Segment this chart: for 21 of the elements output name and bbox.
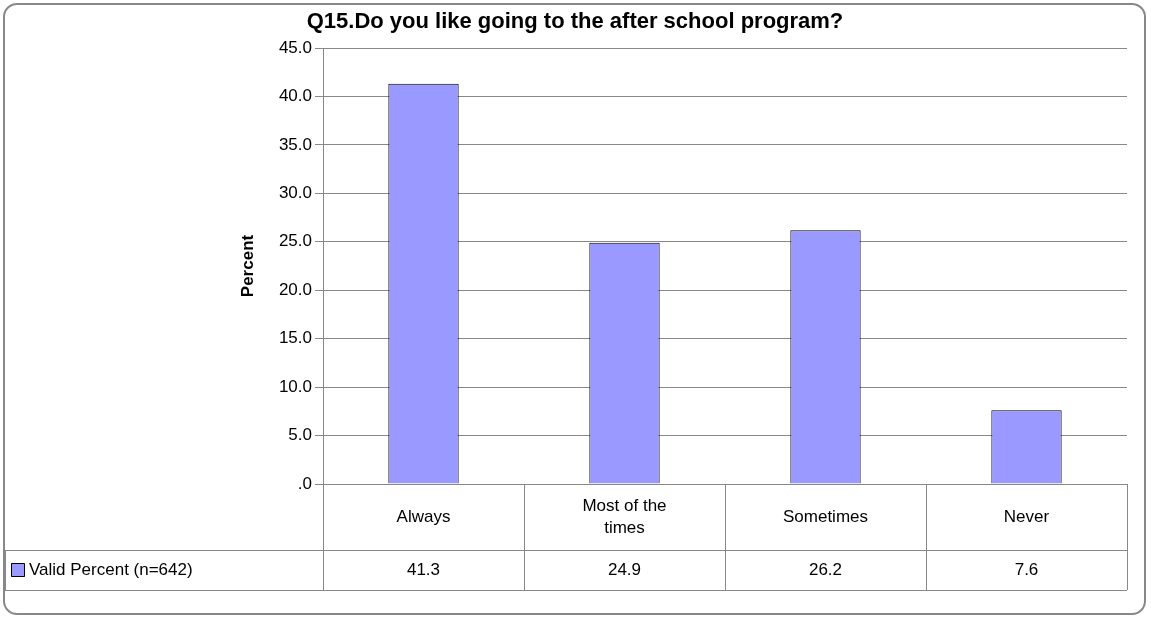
x-tick-label: Most of the times xyxy=(582,495,667,537)
y-tick-label: 5.0 xyxy=(288,425,312,445)
y-tick-label: 40.0 xyxy=(278,86,312,106)
y-axis-title: Percent xyxy=(237,234,257,298)
data-label: 7.6 xyxy=(1014,559,1039,579)
x-tick-label: Never xyxy=(1003,506,1050,526)
y-tick-label: 25.0 xyxy=(278,231,312,251)
y-tick-label: 45.0 xyxy=(278,37,312,57)
y-tick-label: 10.0 xyxy=(278,376,312,396)
data-label: 41.3 xyxy=(406,559,441,579)
chart-title: Q15.Do you like going to the after school program? xyxy=(306,8,844,34)
data-label: 24.9 xyxy=(607,559,642,579)
y-tick-label: .0 xyxy=(297,473,312,493)
y-tick-label: 30.0 xyxy=(278,183,312,203)
x-tick-label: Always xyxy=(396,506,451,526)
y-tick-label: 20.0 xyxy=(278,279,312,299)
legend-label: Valid Percent (n=642) xyxy=(29,559,193,579)
y-tick-label: 35.0 xyxy=(278,134,312,154)
data-label: 26.2 xyxy=(808,559,843,579)
x-tick-label: Sometimes xyxy=(782,506,869,526)
y-tick-label: 15.0 xyxy=(278,328,312,348)
